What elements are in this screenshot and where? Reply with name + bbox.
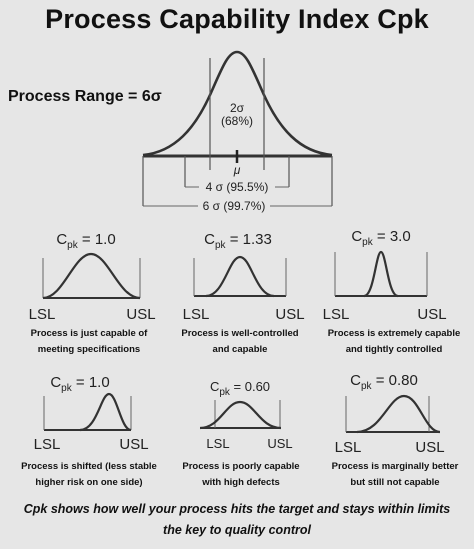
footer-caption: Cpk shows how well your process hits the… <box>0 499 474 541</box>
description-line: Process is extremely capable <box>327 328 461 339</box>
panel-cpk-0-80: Cpk = 0.80 LSL USL <box>335 372 445 456</box>
cpk-label: Cpk = 3.0 <box>351 228 410 248</box>
panel-cpk-1-0-shifted: Cpk = 1.0 LSL USL <box>34 374 149 453</box>
main-normal-curve <box>142 50 333 157</box>
cpk-label: Cpk = 1.0 <box>56 231 115 251</box>
distribution-curve <box>363 250 399 298</box>
panel-4-description: Process is shifted (less stable higher r… <box>6 459 172 491</box>
panel-cpk-1-33: Cpk = 1.33 LSL USL <box>183 231 305 323</box>
usl-label: USL <box>126 306 155 323</box>
lsl-label: LSL <box>183 306 210 323</box>
distribution-curve <box>356 394 441 434</box>
distribution-curve <box>205 255 275 298</box>
two-sigma-label: 2σ <box>230 101 245 115</box>
distribution-curve <box>199 400 282 430</box>
cpk-label: Cpk = 1.0 <box>50 374 109 394</box>
usl-label: USL <box>119 436 148 453</box>
four-sigma-label: 4 σ (95.5%) <box>206 180 269 194</box>
panel-cpk-0-60: Cpk = 0.60 LSL USL <box>199 379 293 451</box>
distribution-curve <box>79 392 132 432</box>
description-line: Process is poorly capable <box>182 461 300 472</box>
page-title: Process Capability Index Cpk <box>45 4 429 34</box>
description-line: Process is well-controlled <box>181 328 299 339</box>
lsl-label: LSL <box>206 436 229 451</box>
lsl-label: LSL <box>323 306 350 323</box>
cpk-label: Cpk = 0.80 <box>350 372 418 392</box>
panel-cpk-3-0: Cpk = 3.0 LSL USL <box>323 228 447 323</box>
description-line: with high defects <box>202 477 280 488</box>
process-range-label: Process Range = 6σ <box>8 88 162 105</box>
footer-line: Cpk shows how well your process hits the… <box>23 502 451 516</box>
distribution-curve <box>42 252 141 300</box>
usl-label: USL <box>417 306 446 323</box>
panel-6-description: Process is marginally better but still n… <box>318 459 472 491</box>
mu-label: μ <box>233 163 241 177</box>
cpk-label: Cpk = 1.33 <box>204 231 272 251</box>
usl-label: USL <box>415 439 444 456</box>
panel-3-description: Process is extremely capable and tightly… <box>316 326 472 358</box>
panel-1-description: Process is just capable of meeting speci… <box>6 326 172 358</box>
description-line: and capable <box>212 344 268 355</box>
usl-label: USL <box>267 436 292 451</box>
description-line: and tightly controlled <box>345 344 443 355</box>
panel-cpk-1-0: Cpk = 1.0 LSL USL <box>29 231 156 323</box>
cpk-label: Cpk = 0.60 <box>210 379 270 398</box>
lsl-label: LSL <box>34 436 61 453</box>
panel-5-description: Process is poorly capable with high defe… <box>168 459 314 491</box>
description-line: higher risk on one side) <box>35 477 143 488</box>
usl-label: USL <box>275 306 304 323</box>
description-line: Process is marginally better <box>331 461 459 472</box>
description-line: meeting specifications <box>37 344 141 355</box>
description-line: Process is shifted (less stable <box>21 461 157 472</box>
lsl-label: LSL <box>335 439 362 456</box>
two-sigma-percent: (68%) <box>221 114 253 128</box>
lsl-label: LSL <box>29 306 56 323</box>
description-line: Process is just capable of <box>30 328 148 339</box>
six-sigma-label: 6 σ (99.7%) <box>203 199 266 213</box>
panel-2-description: Process is well-controlled and capable <box>160 326 320 358</box>
description-line: but still not capable <box>350 477 440 488</box>
footer-line: the key to quality control <box>163 523 311 537</box>
